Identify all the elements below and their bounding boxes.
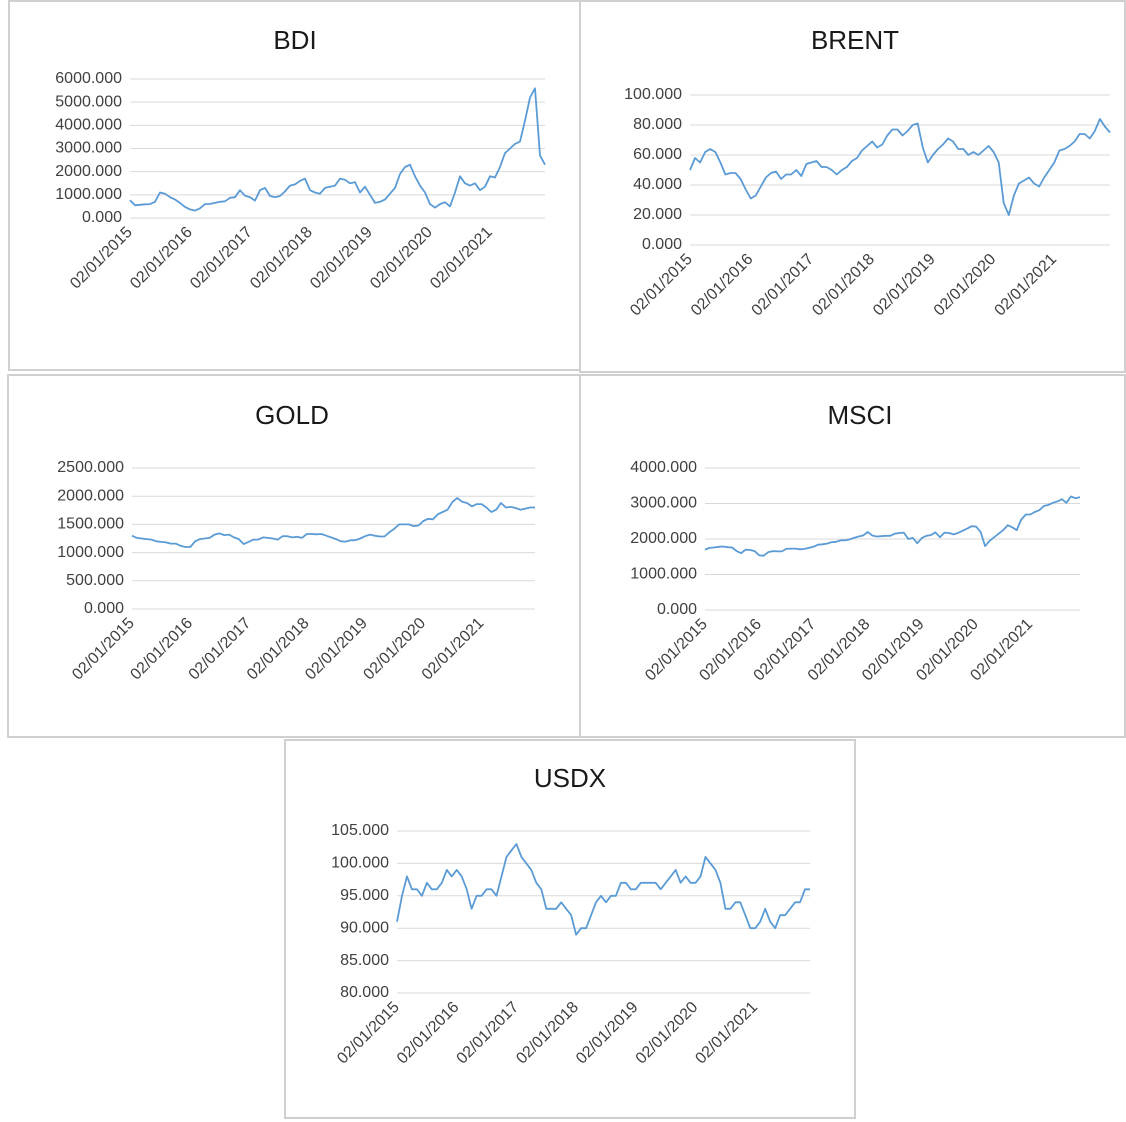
y-tick-label: 1000.000 — [630, 566, 697, 583]
chart-title: USDX — [534, 763, 606, 793]
panel-frame — [579, 0, 1126, 373]
y-tick-label: 2000.000 — [55, 163, 122, 180]
y-tick-label: 100.000 — [624, 86, 682, 103]
x-tick-label: 02/01/2020 — [931, 251, 1000, 320]
y-tick-label: 60.000 — [633, 146, 682, 163]
y-tick-label: 3000.000 — [55, 140, 122, 157]
x-tick-label: 02/01/2020 — [367, 224, 436, 293]
x-tick-label: 02/01/2015 — [69, 615, 138, 684]
x-tick-label: 02/01/2016 — [127, 615, 196, 684]
y-tick-label: 40.000 — [633, 176, 682, 193]
x-tick-label: 02/01/2016 — [688, 251, 757, 320]
x-tick-label: 02/01/2018 — [244, 615, 313, 684]
panel-frame — [284, 739, 856, 1119]
x-tick-label: 02/01/2021 — [692, 999, 761, 1068]
y-tick-label: 2000.000 — [57, 487, 124, 504]
chart-title: BRENT — [811, 25, 899, 55]
y-tick-label: 5000.000 — [55, 93, 122, 110]
x-tick-label: 02/01/2015 — [67, 224, 136, 293]
x-tick-label: 02/01/2016 — [394, 999, 463, 1068]
x-tick-label: 02/01/2015 — [334, 999, 403, 1068]
y-tick-label: 95.000 — [340, 887, 389, 904]
y-tick-label: 85.000 — [340, 952, 389, 969]
x-tick-label: 02/01/2021 — [427, 224, 496, 293]
x-tick-label: 02/01/2019 — [302, 615, 371, 684]
y-tick-label: 90.000 — [340, 919, 389, 936]
x-tick-label: 02/01/2018 — [247, 224, 316, 293]
y-tick-label: 4000.000 — [630, 459, 697, 476]
x-tick-label: 02/01/2019 — [870, 251, 939, 320]
x-tick-label: 02/01/2019 — [573, 999, 642, 1068]
chart-title: MSCI — [828, 400, 893, 430]
y-tick-label: 105.000 — [331, 822, 389, 839]
y-tick-label: 80.000 — [340, 984, 389, 1001]
y-tick-label: 1000.000 — [57, 544, 124, 561]
x-tick-label: 02/01/2017 — [186, 615, 255, 684]
y-tick-label: 3000.000 — [630, 495, 697, 512]
y-tick-label: 500.000 — [66, 572, 124, 589]
x-tick-label: 02/01/2017 — [749, 251, 818, 320]
data-line — [689, 118, 1111, 216]
chart-title: GOLD — [255, 400, 329, 430]
x-tick-label: 02/01/2021 — [992, 251, 1061, 320]
y-tick-label: 1000.000 — [55, 186, 122, 203]
y-tick-label: 2000.000 — [630, 530, 697, 547]
data-line — [129, 87, 546, 212]
y-tick-label: 100.000 — [331, 855, 389, 872]
x-tick-label: 02/01/2016 — [127, 224, 196, 293]
data-line — [131, 497, 535, 548]
data-line — [704, 495, 1081, 557]
y-tick-label: 0.000 — [642, 236, 682, 253]
y-tick-label: 20.000 — [633, 206, 682, 223]
y-tick-label: 1500.000 — [57, 516, 124, 533]
x-tick-label: 02/01/2015 — [627, 251, 696, 320]
x-tick-label: 02/01/2019 — [307, 224, 376, 293]
x-tick-label: 02/01/2021 — [419, 615, 488, 684]
x-tick-label: 02/01/2018 — [513, 999, 582, 1068]
x-tick-label: 02/01/2017 — [187, 224, 256, 293]
x-tick-label: 02/01/2020 — [633, 999, 702, 1068]
data-line — [396, 843, 810, 936]
y-tick-label: 2500.000 — [57, 459, 124, 476]
x-tick-label: 02/01/2017 — [454, 999, 523, 1068]
y-tick-label: 0.000 — [84, 600, 124, 617]
x-tick-label: 02/01/2018 — [809, 251, 878, 320]
panel-frame — [579, 374, 1126, 738]
x-tick-label: 02/01/2020 — [360, 615, 429, 684]
y-tick-label: 4000.000 — [55, 117, 122, 134]
y-tick-label: 6000.000 — [55, 70, 122, 87]
y-tick-label: 80.000 — [633, 116, 682, 133]
y-tick-label: 0.000 — [82, 209, 122, 226]
chart-title: BDI — [273, 25, 316, 55]
y-tick-label: 0.000 — [657, 601, 697, 618]
